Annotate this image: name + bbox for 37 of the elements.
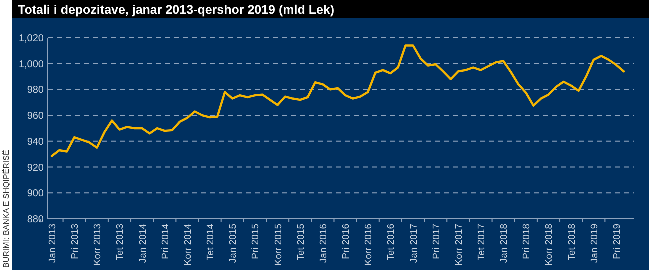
x-tick-label: Tet 2017: [476, 224, 488, 260]
y-tick-label: 980: [27, 85, 44, 96]
y-tick-label: 920: [27, 162, 44, 174]
line-series: [50, 44, 626, 158]
x-tick-label: Korr 2017: [454, 224, 465, 266]
y-tick-label: 1,020: [18, 34, 44, 44]
x-tick-label: Jan 2015: [228, 224, 240, 264]
x-tick-label: Korr 2014: [182, 224, 194, 266]
y-tick-label: 880: [27, 214, 44, 226]
x-tick-label: Tet 2016: [386, 224, 398, 260]
x-tick-label: Korr 2016: [364, 224, 375, 266]
text: BURIMI: BANKA E SHQIPËRISË: [2, 150, 11, 268]
x-tick-label: Pri 2018: [522, 224, 533, 260]
chart-title: Totali i depozitave, janar 2013-qershor 2019 (mld Lek): [18, 3, 335, 17]
y-tick-label: 900: [27, 188, 44, 200]
x-tick-label: Pri 2016: [341, 224, 352, 260]
x-tick-label: Pri 2019: [612, 224, 623, 260]
x-tick-label: Jan 2013: [48, 224, 58, 264]
y-tick-label: 940: [27, 136, 44, 148]
y-tick-label: 960: [27, 111, 44, 122]
x-tick-label: Jan 2014: [138, 224, 149, 264]
x-tick-label: Tet 2014: [206, 224, 217, 260]
x-tick-label: Jan 2018: [499, 224, 510, 264]
x-tick-label: Jan 2019: [589, 224, 600, 264]
x-tick-label: Pri 2017: [431, 224, 442, 260]
x-tick-label: Jan 2017: [408, 224, 420, 264]
x-tick-label: Jan 2016: [318, 224, 330, 264]
x-tick-label: Korr 2015: [273, 224, 284, 266]
x-tick-label: Pri 2013: [70, 224, 82, 260]
x-tick-label: Pri 2014: [160, 224, 172, 260]
x-tick-label: Tet 2013: [115, 224, 126, 260]
x-tick-label: Pri 2015: [250, 224, 262, 260]
y-tick-label: 1,000: [18, 59, 44, 70]
x-tick-label: Korr 2013: [92, 224, 104, 266]
x-tick-label: Tet 2015: [296, 224, 307, 260]
x-tick-label: Korr 2018: [544, 224, 556, 266]
x-tick-label: Tet 2018: [566, 224, 578, 260]
